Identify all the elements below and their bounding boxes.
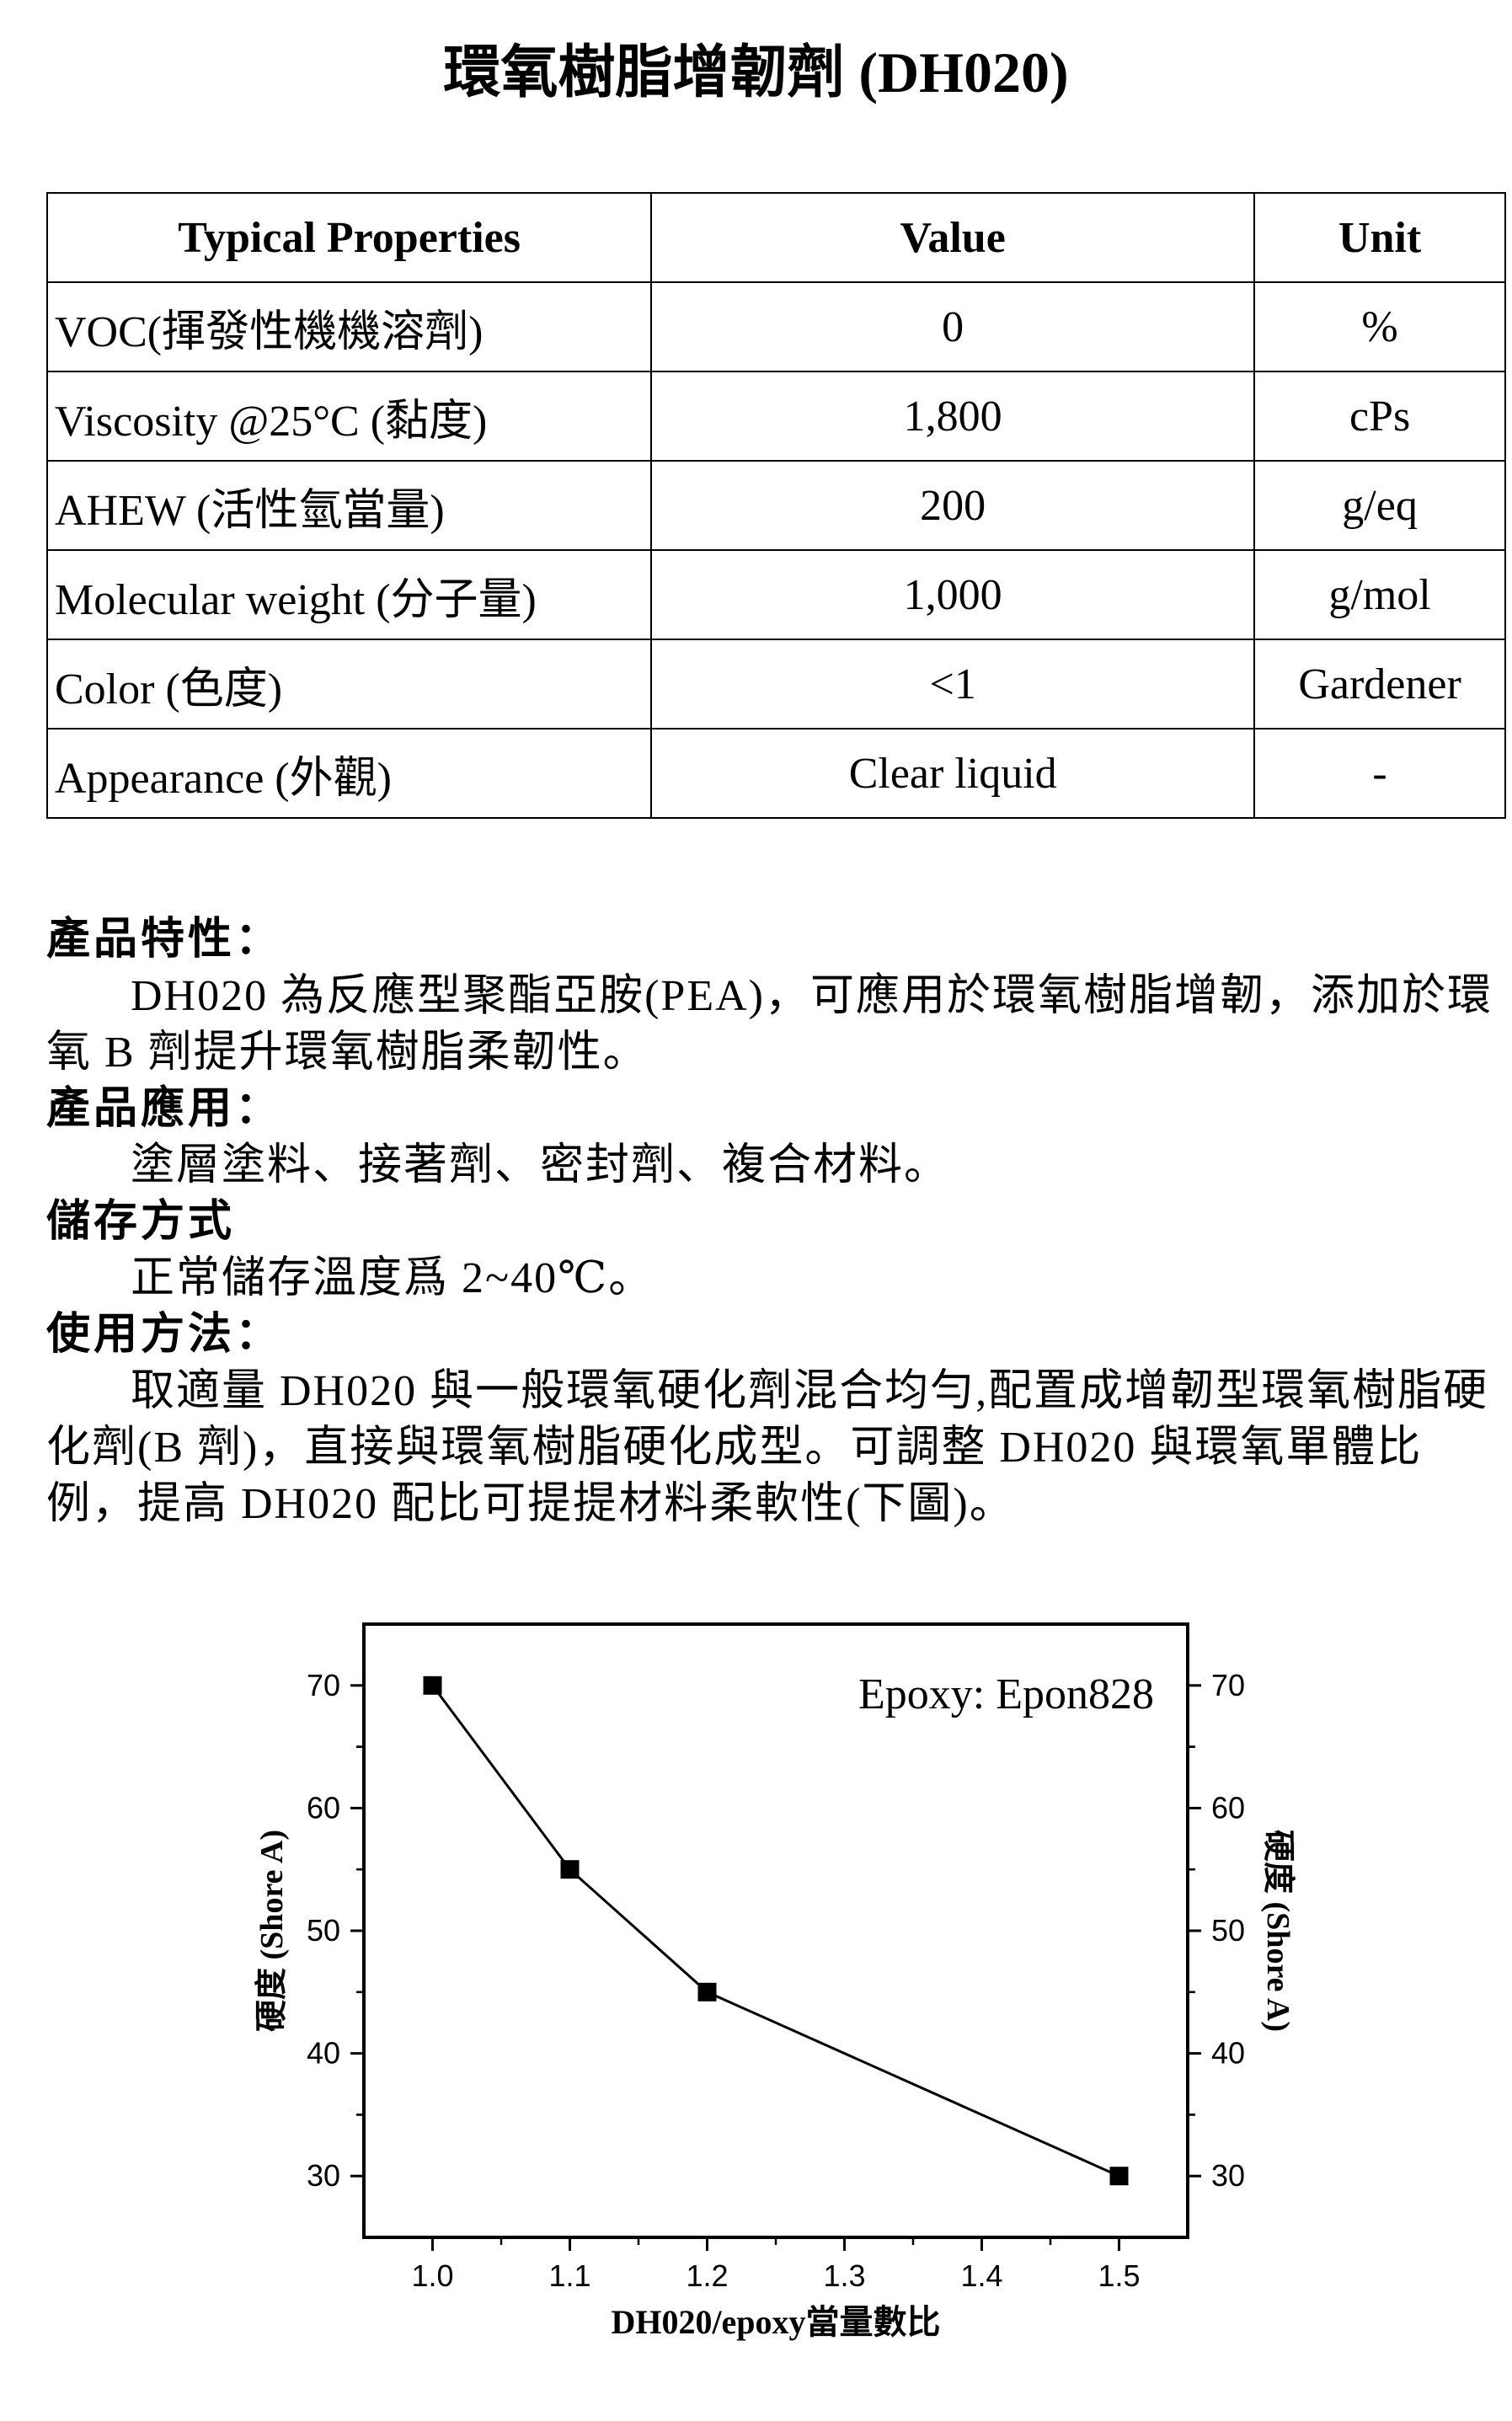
y-tick-label-left: 70 bbox=[307, 1668, 340, 1702]
unit-cell: g/mol bbox=[1253, 549, 1506, 640]
features-text: DH020 為反應型聚酯亞胺(PEA)，可應用於環氧樹脂增韌，添加於環氧 B 劑… bbox=[46, 972, 1493, 1077]
data-point bbox=[1109, 2167, 1129, 2186]
series-line bbox=[431, 1684, 1120, 2178]
x-tick-label: 1.5 bbox=[1098, 2258, 1140, 2293]
y-tick-label-left: 40 bbox=[307, 2036, 340, 2071]
value-cell: 200 bbox=[650, 460, 1256, 551]
storage-text: 正常儲存溫度爲 2~40℃。 bbox=[131, 1254, 654, 1302]
unit-cell: % bbox=[1253, 281, 1506, 372]
property-cell: Appearance (外觀) bbox=[45, 728, 653, 819]
unit-cell: - bbox=[1253, 728, 1506, 819]
table-row: Color (色度) <1 Gardener bbox=[45, 639, 1506, 730]
y-tick-label-right: 50 bbox=[1211, 1913, 1245, 1948]
value-cell: 0 bbox=[650, 281, 1256, 372]
value-cell: 1,000 bbox=[650, 549, 1256, 640]
properties-table: Typical Properties Value Unit VOC(揮發性機機溶… bbox=[45, 192, 1506, 819]
usage-heading: 使用方法： bbox=[46, 1311, 283, 1359]
value-cell: Clear liquid bbox=[650, 728, 1256, 819]
property-cell: VOC(揮發性機機溶劑) bbox=[45, 281, 653, 372]
data-markers bbox=[423, 1675, 1129, 2186]
x-tick-label: 1.4 bbox=[960, 2258, 1002, 2293]
header-unit: Unit bbox=[1253, 192, 1506, 283]
unit-cell: cPs bbox=[1253, 371, 1506, 462]
data-point bbox=[697, 1982, 717, 2001]
y-tick-label-left: 50 bbox=[307, 1913, 340, 1948]
page-title: 環氧樹脂增韌劑 (DH020) bbox=[443, 40, 1069, 104]
x-tick-label: 1.3 bbox=[823, 2258, 865, 2293]
y-tick-label-left: 30 bbox=[307, 2158, 340, 2193]
table-row: AHEW (活性氫當量) 200 g/eq bbox=[45, 460, 1506, 551]
x-tick-label: 1.0 bbox=[411, 2258, 453, 2293]
application-text: 塗層塗料、接著劑、密封劑、複合材料。 bbox=[131, 1141, 950, 1189]
y-axis-label-right: 硬度 (Shore A) bbox=[1260, 1830, 1296, 2032]
unit-cell: Gardener bbox=[1253, 639, 1506, 730]
header-value: Value bbox=[650, 192, 1256, 283]
description-section: 產品特性： DH020 為反應型聚酯亞胺(PEA)，可應用於環氧樹脂增韌，添加於… bbox=[46, 911, 1508, 1532]
property-cell: Viscosity @25°C (黏度) bbox=[45, 371, 653, 462]
x-axis-label: DH020/epoxy當量數比 bbox=[611, 2303, 940, 2341]
axis-ticks: 1.0 1.1 1.2 1.3 1.4 1.5 30 30 40 40 50 50 60 60 70 70 bbox=[307, 1668, 1245, 2293]
y-tick-label-right: 70 bbox=[1211, 1668, 1245, 1702]
property-cell: Color (色度) bbox=[45, 639, 653, 730]
table-row: VOC(揮發性機機溶劑) 0 % bbox=[45, 281, 1506, 372]
data-point bbox=[423, 1675, 442, 1695]
y-tick-label-left: 60 bbox=[307, 1790, 340, 1825]
y-axis-label-left: 硬度 (Shore A) bbox=[254, 1830, 290, 2032]
table-row: Molecular weight (分子量) 1,000 g/mol bbox=[45, 549, 1506, 640]
hardness-chart: 1.0 1.1 1.2 1.3 1.4 1.5 30 30 40 40 50 50 60 60 70 70 E… bbox=[254, 1622, 1296, 2341]
header-properties: Typical Properties bbox=[45, 192, 653, 283]
chart-annotation: Epoxy: Epon828 bbox=[858, 1670, 1154, 1718]
y-tick-label-right: 60 bbox=[1211, 1790, 1245, 1825]
property-cell: Molecular weight (分子量) bbox=[45, 549, 653, 640]
table-row: Appearance (外觀) Clear liquid - bbox=[45, 728, 1506, 819]
application-heading: 產品應用： bbox=[46, 1085, 283, 1133]
data-point bbox=[560, 1860, 580, 1879]
table-row: Viscosity @25°C (黏度) 1,800 cPs bbox=[45, 371, 1506, 462]
y-tick-label-right: 40 bbox=[1211, 2036, 1245, 2071]
value-cell: <1 bbox=[650, 639, 1256, 730]
table-header-row: Typical Properties Value Unit bbox=[45, 192, 1506, 283]
value-cell: 1,800 bbox=[650, 371, 1256, 462]
property-cell: AHEW (活性氫當量) bbox=[45, 460, 653, 551]
features-heading: 產品特性： bbox=[46, 916, 283, 964]
x-tick-label: 1.1 bbox=[548, 2258, 590, 2293]
y-tick-label-right: 30 bbox=[1211, 2158, 1245, 2193]
unit-cell: g/eq bbox=[1253, 460, 1506, 551]
usage-text: 取適量 DH020 與一般環氧硬化劑混合均勻,配置成增韌型環氧樹脂硬化劑(B 劑… bbox=[46, 1367, 1489, 1528]
x-tick-label: 1.2 bbox=[686, 2258, 728, 2293]
storage-heading: 儲存方式 bbox=[46, 1198, 236, 1246]
